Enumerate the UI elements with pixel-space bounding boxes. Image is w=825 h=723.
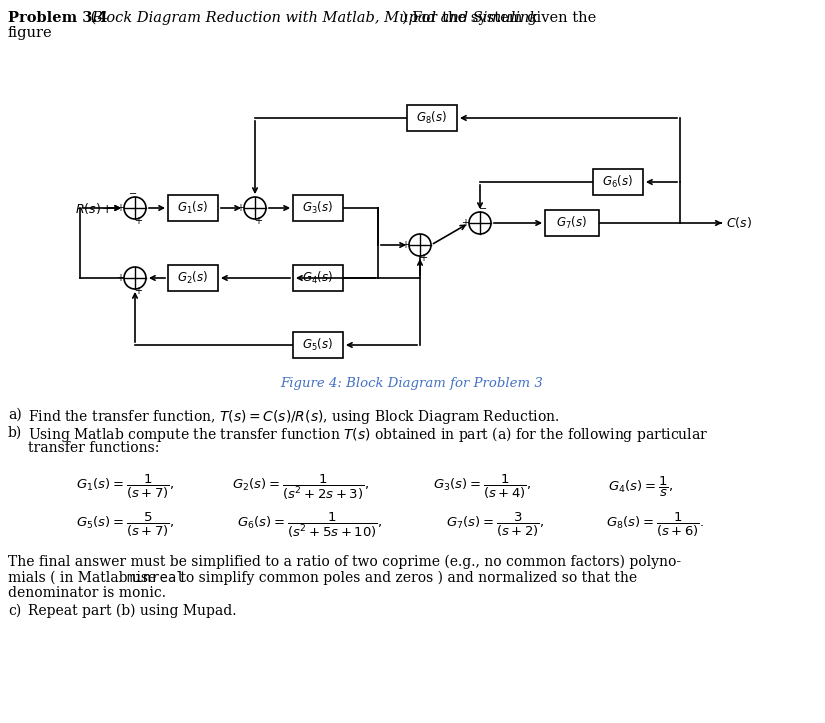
Text: $G_4(s)$: $G_4(s)$ bbox=[303, 270, 333, 286]
Text: a): a) bbox=[8, 408, 21, 422]
Text: Repeat part (b) using Mupad.: Repeat part (b) using Mupad. bbox=[28, 604, 237, 618]
Text: minreal: minreal bbox=[126, 570, 185, 584]
Text: +: + bbox=[461, 218, 469, 228]
Text: figure: figure bbox=[8, 26, 53, 40]
Text: +: + bbox=[116, 273, 124, 283]
Circle shape bbox=[469, 212, 491, 234]
Text: b): b) bbox=[8, 426, 22, 440]
Text: $G_3(s)$: $G_3(s)$ bbox=[303, 200, 333, 216]
Text: (: ( bbox=[86, 11, 99, 25]
Text: $G_7(s) = \dfrac{3}{(s+2)},$: $G_7(s) = \dfrac{3}{(s+2)},$ bbox=[446, 511, 544, 539]
Text: $G_6(s) = \dfrac{1}{(s^2+5s+10)},$: $G_6(s) = \dfrac{1}{(s^2+5s+10)},$ bbox=[238, 510, 383, 539]
Text: +: + bbox=[134, 286, 142, 296]
Text: denominator is monic.: denominator is monic. bbox=[8, 586, 166, 600]
Text: $G_5(s)$: $G_5(s)$ bbox=[303, 337, 333, 353]
Text: $R(s)\!$ +: $R(s)\!$ + bbox=[75, 200, 113, 215]
Text: $G_4(s) = \dfrac{1}{s},$: $G_4(s) = \dfrac{1}{s},$ bbox=[607, 475, 672, 499]
Text: Problem 3.4: Problem 3.4 bbox=[8, 11, 107, 25]
Text: +: + bbox=[401, 240, 409, 250]
Text: to simplify common poles and zeros ) and normalized so that the: to simplify common poles and zeros ) and… bbox=[176, 570, 637, 585]
Text: +: + bbox=[116, 203, 124, 213]
Text: Figure 4: Block Diagram for Problem 3: Figure 4: Block Diagram for Problem 3 bbox=[280, 377, 544, 390]
Circle shape bbox=[124, 197, 146, 219]
Circle shape bbox=[124, 267, 146, 289]
FancyBboxPatch shape bbox=[293, 265, 343, 291]
Text: c): c) bbox=[8, 604, 21, 617]
Text: $C(s)$: $C(s)$ bbox=[726, 215, 752, 231]
Text: $G_5(s) = \dfrac{5}{(s+7)},$: $G_5(s) = \dfrac{5}{(s+7)},$ bbox=[76, 511, 174, 539]
Text: Using Matlab compute the transfer function $T(s)$ obtained in part (a) for the f: Using Matlab compute the transfer functi… bbox=[28, 426, 708, 445]
FancyBboxPatch shape bbox=[293, 195, 343, 221]
Text: transfer functions:: transfer functions: bbox=[28, 441, 159, 455]
FancyBboxPatch shape bbox=[545, 210, 599, 236]
Text: +: + bbox=[419, 253, 427, 263]
Text: $G_2(s)$: $G_2(s)$ bbox=[177, 270, 209, 286]
Text: +: + bbox=[134, 216, 142, 226]
Text: Block Diagram Reduction with Matlab, Mupad and Simulink: Block Diagram Reduction with Matlab, Mup… bbox=[91, 11, 538, 25]
Text: The final answer must be simplified to a ratio of two coprime (e.g., no common f: The final answer must be simplified to a… bbox=[8, 555, 681, 570]
Circle shape bbox=[409, 234, 431, 256]
Text: $G_6(s)$: $G_6(s)$ bbox=[602, 174, 634, 190]
Text: −: − bbox=[129, 189, 137, 199]
Text: $G_3(s) = \dfrac{1}{(s+4)},$: $G_3(s) = \dfrac{1}{(s+4)},$ bbox=[433, 473, 531, 501]
Text: $G_1(s)$: $G_1(s)$ bbox=[177, 200, 209, 216]
Text: $G_1(s) = \dfrac{1}{(s+7)},$: $G_1(s) = \dfrac{1}{(s+7)},$ bbox=[76, 473, 174, 501]
Text: +: + bbox=[254, 216, 262, 226]
Text: $G_2(s) = \dfrac{1}{(s^2+2s+3)},$: $G_2(s) = \dfrac{1}{(s^2+2s+3)},$ bbox=[232, 472, 369, 502]
FancyBboxPatch shape bbox=[593, 169, 643, 195]
FancyBboxPatch shape bbox=[168, 265, 218, 291]
Text: mials ( in Matlab use: mials ( in Matlab use bbox=[8, 570, 161, 584]
Text: $G_8(s) = \dfrac{1}{(s+6)}.$: $G_8(s) = \dfrac{1}{(s+6)}.$ bbox=[606, 511, 705, 539]
Circle shape bbox=[244, 197, 266, 219]
Text: +: + bbox=[236, 203, 244, 213]
Text: −: − bbox=[479, 204, 487, 214]
FancyBboxPatch shape bbox=[407, 105, 457, 131]
Text: $G_7(s)$: $G_7(s)$ bbox=[557, 215, 587, 231]
FancyBboxPatch shape bbox=[168, 195, 218, 221]
Text: Find the transfer function, $T(s) = C(s)/R(s)$, using Block Diagram Reduction.: Find the transfer function, $T(s) = C(s)… bbox=[28, 408, 559, 426]
Text: ) For the system given the: ) For the system given the bbox=[399, 11, 596, 25]
FancyBboxPatch shape bbox=[293, 332, 343, 358]
Text: $G_8(s)$: $G_8(s)$ bbox=[417, 110, 447, 126]
